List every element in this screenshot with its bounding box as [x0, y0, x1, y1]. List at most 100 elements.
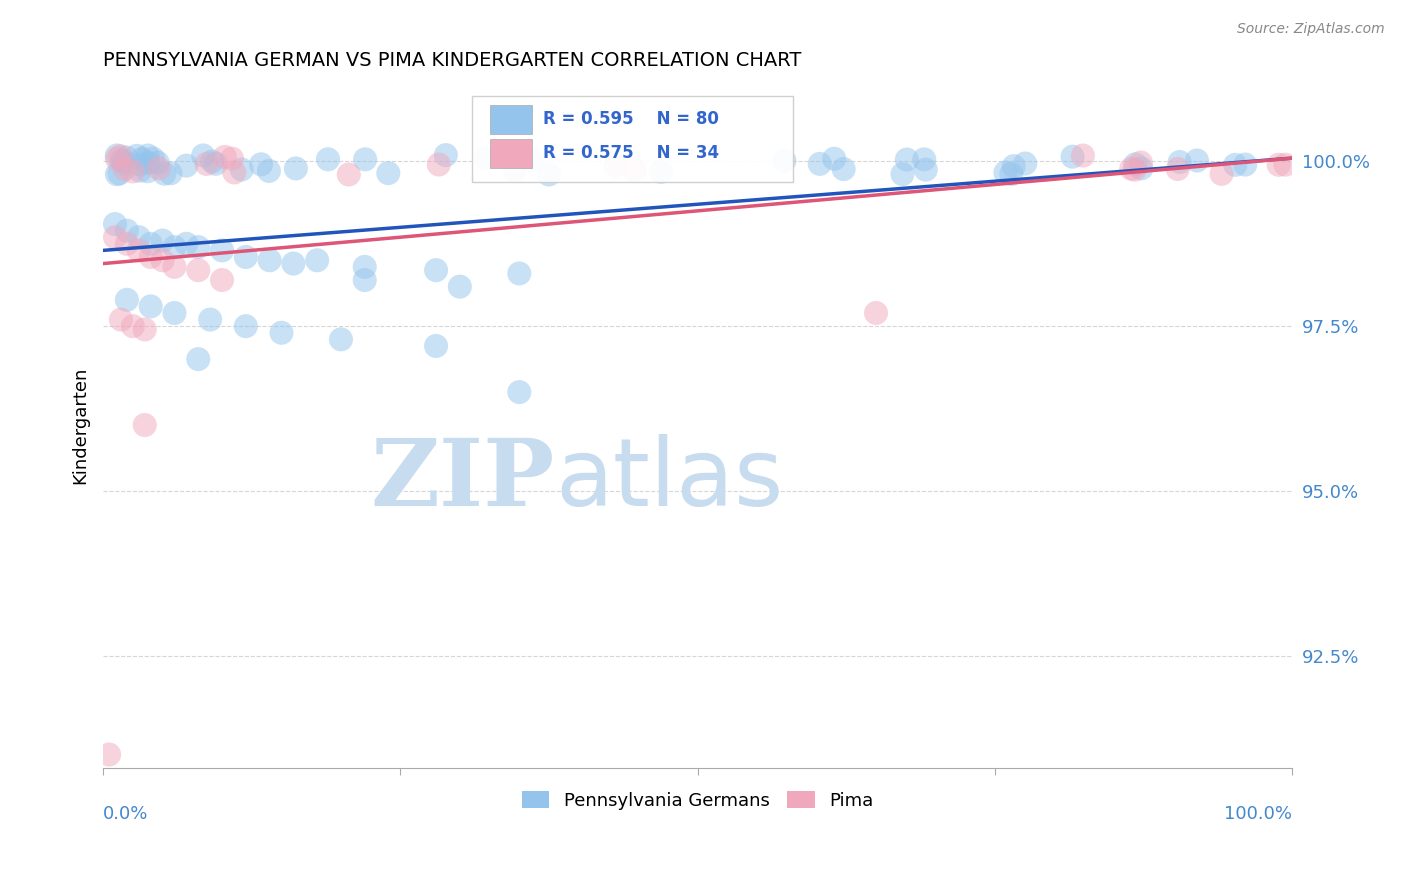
- Pennsylvania Germans: [142, 152, 165, 166]
- Pennsylvania Germans: [307, 253, 329, 268]
- Pennsylvania Germans: [250, 157, 273, 171]
- Pima: [1123, 162, 1146, 177]
- FancyBboxPatch shape: [489, 139, 533, 168]
- Pima: [1167, 161, 1189, 176]
- Pennsylvania Germans: [316, 153, 339, 167]
- Pennsylvania Germans: [914, 162, 936, 177]
- FancyBboxPatch shape: [472, 96, 793, 182]
- Pima: [134, 322, 156, 336]
- Pennsylvania Germans: [377, 166, 399, 180]
- Pima: [1129, 155, 1152, 169]
- Pima: [221, 152, 243, 166]
- Pima: [110, 312, 132, 326]
- Pima: [1267, 158, 1289, 172]
- Pima: [98, 747, 121, 762]
- Pennsylvania Germans: [650, 165, 672, 179]
- Pennsylvania Germans: [159, 166, 181, 180]
- Pennsylvania Germans: [994, 165, 1017, 179]
- Pennsylvania Germans: [896, 153, 918, 167]
- Pennsylvania Germans: [138, 156, 160, 170]
- Pennsylvania Germans: [105, 148, 128, 162]
- Pennsylvania Germans: [773, 153, 796, 168]
- Text: atlas: atlas: [555, 434, 783, 526]
- Pima: [427, 157, 450, 171]
- Pennsylvania Germans: [537, 168, 560, 182]
- Pennsylvania Germans: [153, 167, 176, 181]
- Pima: [148, 161, 170, 176]
- Pennsylvania Germans: [176, 159, 198, 173]
- Pennsylvania Germans: [284, 161, 307, 176]
- Pima: [1211, 167, 1233, 181]
- Pima: [163, 260, 186, 274]
- Pennsylvania Germans: [176, 236, 198, 251]
- Pennsylvania Germans: [128, 163, 150, 178]
- Pima: [195, 157, 218, 171]
- Pima: [1274, 158, 1296, 172]
- Pima: [105, 152, 128, 166]
- Pennsylvania Germans: [191, 148, 214, 162]
- Pennsylvania Germans: [449, 279, 471, 293]
- Pennsylvania Germans: [508, 267, 530, 281]
- Pennsylvania Germans: [353, 260, 375, 274]
- Pennsylvania Germans: [139, 300, 162, 314]
- Pennsylvania Germans: [1130, 161, 1153, 176]
- Pennsylvania Germans: [891, 167, 914, 181]
- Pima: [337, 168, 360, 182]
- Pennsylvania Germans: [187, 352, 209, 367]
- Pennsylvania Germans: [1168, 155, 1191, 169]
- Pennsylvania Germans: [139, 236, 162, 251]
- Pennsylvania Germans: [520, 153, 543, 168]
- Pima: [134, 417, 156, 432]
- Pennsylvania Germans: [104, 217, 127, 231]
- Pennsylvania Germans: [204, 157, 226, 171]
- Pennsylvania Germans: [329, 332, 352, 346]
- Pennsylvania Germans: [108, 166, 131, 180]
- Pennsylvania Germans: [163, 240, 186, 254]
- Text: PENNSYLVANIA GERMAN VS PIMA KINDERGARTEN CORRELATION CHART: PENNSYLVANIA GERMAN VS PIMA KINDERGARTEN…: [103, 51, 801, 70]
- Pennsylvania Germans: [1125, 157, 1147, 171]
- Text: 0.0%: 0.0%: [103, 805, 149, 823]
- Pennsylvania Germans: [1234, 157, 1257, 171]
- Pennsylvania Germans: [146, 155, 169, 169]
- Pennsylvania Germans: [508, 385, 530, 400]
- Pima: [104, 230, 127, 244]
- Pennsylvania Germans: [198, 312, 221, 326]
- Pima: [211, 273, 233, 287]
- Pima: [110, 149, 132, 163]
- Pennsylvania Germans: [235, 319, 257, 334]
- Pennsylvania Germans: [115, 151, 138, 165]
- Pima: [122, 164, 145, 178]
- Pennsylvania Germans: [270, 326, 292, 340]
- Pima: [115, 236, 138, 251]
- Pennsylvania Germans: [163, 306, 186, 320]
- Pennsylvania Germans: [136, 164, 159, 178]
- Pennsylvania Germans: [425, 339, 447, 353]
- Pennsylvania Germans: [1014, 156, 1036, 170]
- Pennsylvania Germans: [434, 148, 457, 162]
- Pennsylvania Germans: [105, 167, 128, 181]
- Pima: [128, 244, 150, 258]
- Pennsylvania Germans: [259, 253, 281, 268]
- Text: R = 0.575    N = 34: R = 0.575 N = 34: [543, 144, 720, 162]
- Pennsylvania Germans: [201, 154, 224, 169]
- Legend: Pennsylvania Germans, Pima: Pennsylvania Germans, Pima: [515, 784, 880, 817]
- Text: ZIP: ZIP: [371, 435, 555, 524]
- Pennsylvania Germans: [131, 152, 153, 166]
- FancyBboxPatch shape: [489, 105, 533, 134]
- Pennsylvania Germans: [1000, 167, 1022, 181]
- Pennsylvania Germans: [808, 157, 831, 171]
- Pennsylvania Germans: [832, 162, 855, 177]
- Pima: [623, 163, 645, 178]
- Pennsylvania Germans: [1002, 159, 1025, 173]
- Pennsylvania Germans: [152, 234, 174, 248]
- Pennsylvania Germans: [1225, 158, 1247, 172]
- Text: 100.0%: 100.0%: [1225, 805, 1292, 823]
- Pennsylvania Germans: [235, 250, 257, 264]
- Pennsylvania Germans: [125, 149, 148, 163]
- Pima: [224, 165, 246, 179]
- Pennsylvania Germans: [1062, 150, 1084, 164]
- Pennsylvania Germans: [211, 244, 233, 258]
- Pennsylvania Germans: [231, 162, 253, 177]
- Pennsylvania Germans: [503, 163, 526, 178]
- Pennsylvania Germans: [425, 263, 447, 277]
